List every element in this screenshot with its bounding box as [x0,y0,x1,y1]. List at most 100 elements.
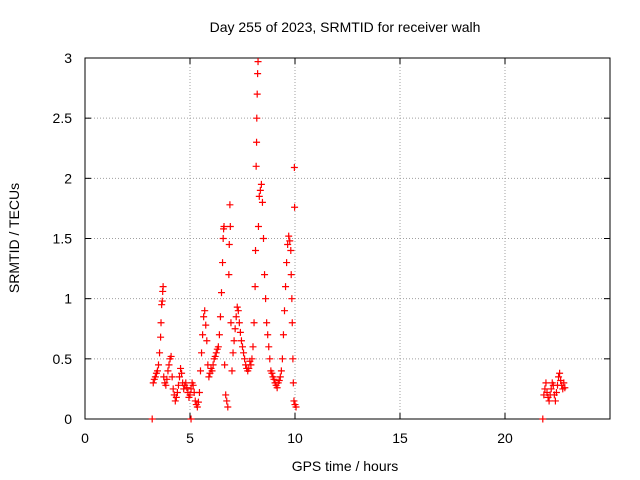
data-point [191,397,199,405]
data-point [556,369,564,377]
data-point [162,381,170,389]
data-point [202,321,210,329]
data-point [198,349,206,357]
data-point [177,364,185,372]
data-point [227,319,235,327]
data-point [201,307,209,315]
y-tick-label: 0 [64,411,72,427]
data-point [281,307,288,315]
data-point [279,331,287,339]
data-point [231,325,239,333]
y-tick-label: 1 [64,291,72,307]
data-point [245,364,253,372]
data-point [199,331,207,339]
data-point [268,369,276,377]
data-point [187,415,195,423]
data-point [153,367,161,375]
data-point [266,355,274,363]
data-point [167,352,175,360]
data-point [171,397,179,405]
data-point [187,385,195,393]
data-point [258,198,266,206]
data-point [230,337,238,345]
data-point [247,361,255,369]
data-point [197,367,204,375]
data-point [561,384,569,392]
x-tick-label: 5 [186,430,194,446]
data-point [183,384,191,392]
axis-ticks: 0 0.5 1 1.5 2 2.5 3 0 5 10 15 20 [53,50,610,446]
data-point [256,186,264,194]
x-tick-label: 0 [81,430,89,446]
data-point [270,375,278,383]
data-point [287,247,295,255]
data-point [215,331,223,339]
data-point [290,164,298,172]
data-point [241,355,249,363]
data-point [169,385,177,393]
data-point [209,361,217,369]
data-point [223,397,231,405]
x-tick-label: 15 [392,430,408,446]
data-point [156,349,164,357]
data-point [218,289,225,297]
data-point [252,247,260,255]
data-point [288,319,296,327]
data-point [542,379,550,387]
data-point [195,389,203,397]
data-point [253,114,261,122]
y-tick-label: 1.5 [53,231,73,247]
data-point [208,367,216,375]
data-point [176,373,183,381]
data-point [203,337,211,345]
data-point [236,328,244,336]
data-point [219,259,227,267]
data-point [240,349,248,357]
data-point [151,373,159,381]
y-axis-label: SRMTID / TECUs [6,183,22,293]
data-point [282,283,290,291]
data-point [260,235,267,242]
chart-title: Day 255 of 2023, SRMTID for receiver wal… [210,19,481,35]
data-point [286,237,294,245]
data-point [264,331,272,339]
data-point [276,373,284,381]
data-point [239,343,246,351]
data-point [285,232,293,240]
data-point [189,381,197,389]
data-point [180,385,188,393]
data-point [220,222,228,230]
data-point [251,283,259,291]
data-point [216,313,224,321]
data-point [211,352,219,360]
data-point [261,271,269,279]
data-point [277,367,285,375]
grid [85,58,610,419]
data-point [252,162,260,170]
data-point [174,381,182,389]
data-point [159,283,167,291]
data-point [278,355,286,363]
data-point [149,379,157,387]
data-point [235,319,243,327]
data-point [288,295,296,303]
data-point [224,403,232,411]
data-point [292,403,300,411]
data-point [545,397,553,405]
data-point [194,398,202,406]
data-point [232,313,240,321]
data-point [265,343,273,351]
data-point [547,385,555,393]
data-point [158,297,166,305]
data-point [148,415,156,423]
data-point [254,58,262,66]
data-point [273,384,281,392]
data-point [225,241,233,249]
data-point [172,393,180,401]
data-point [290,397,298,405]
y-tick-label: 3 [64,50,72,66]
data-point [283,259,291,267]
data-point [234,307,242,315]
data-point [158,301,166,309]
